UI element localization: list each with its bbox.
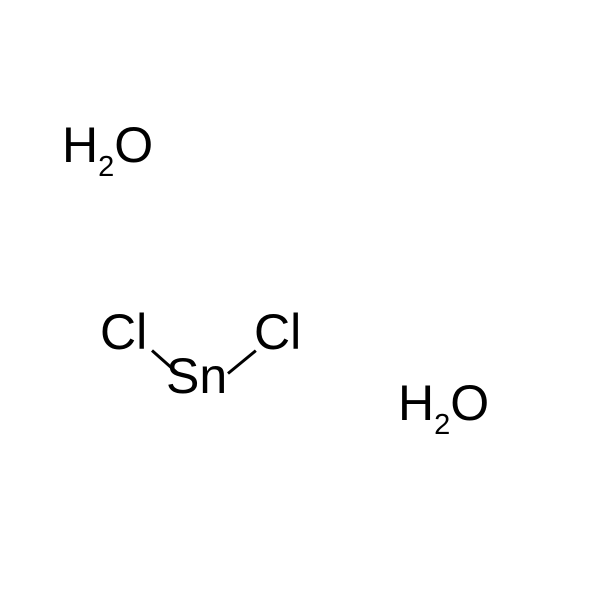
tin-label: Sn	[166, 351, 227, 401]
water-label-1: H2O	[62, 120, 153, 179]
water-label-2: H2O	[398, 378, 489, 437]
bond-sn-cl-right	[227, 349, 257, 374]
chemical-diagram: H2O H2O Cl Cl Sn	[0, 0, 600, 600]
chlorine-right-label: Cl	[254, 307, 301, 357]
chlorine-left-label: Cl	[100, 307, 147, 357]
